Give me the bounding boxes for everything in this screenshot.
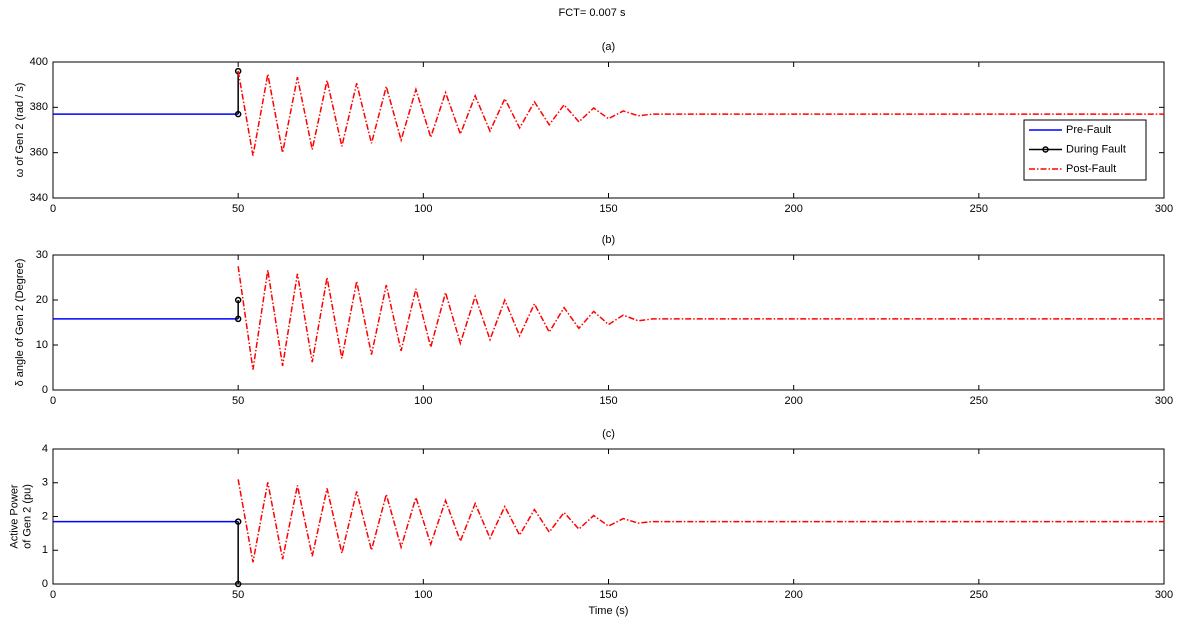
axes-frame xyxy=(52,254,1165,391)
subplot-title: (b) xyxy=(602,234,615,246)
x-tick-label: 250 xyxy=(970,395,988,407)
y-tick-label: 0 xyxy=(42,384,48,396)
x-tick-label: 0 xyxy=(50,589,56,601)
x-tick-label: 250 xyxy=(970,203,988,215)
x-tick-label: 150 xyxy=(599,203,617,215)
figure-title: FCT= 0.007 s xyxy=(559,7,626,19)
x-tick-label: 100 xyxy=(414,203,432,215)
series-line xyxy=(237,479,1164,563)
y-tick-label: 400 xyxy=(30,56,48,68)
legend: Pre-Fault During Fault Post-Fault xyxy=(1023,119,1147,181)
y-tick-label: 0 xyxy=(42,578,48,590)
series-marker xyxy=(234,580,242,588)
x-tick-label: 100 xyxy=(414,589,432,601)
y-tick-label: 1 xyxy=(42,544,48,556)
y-tick-label: 4 xyxy=(42,443,48,455)
x-tick-label: 50 xyxy=(232,589,244,601)
x-tick-label: 250 xyxy=(970,589,988,601)
y-tick-label: 360 xyxy=(30,147,48,159)
x-tick-label: 300 xyxy=(1155,589,1173,601)
subplot-title: (a) xyxy=(602,41,615,53)
x-tick-label: 50 xyxy=(232,203,244,215)
series-line xyxy=(237,266,1164,370)
x-tick-label: 300 xyxy=(1155,203,1173,215)
y-tick-label: 10 xyxy=(36,339,48,351)
legend-marker xyxy=(1042,146,1049,153)
series-marker xyxy=(234,315,242,323)
series-marker xyxy=(234,296,242,304)
x-tick-label: 300 xyxy=(1155,395,1173,407)
y-tick-label: 380 xyxy=(30,101,48,113)
x-tick-label: 0 xyxy=(50,395,56,407)
x-tick-label: 100 xyxy=(414,395,432,407)
y-axis-label: Active Power xyxy=(8,484,20,549)
x-tick-label: 150 xyxy=(599,589,617,601)
y-tick-label: 340 xyxy=(30,192,48,204)
x-tick-label: 50 xyxy=(232,395,244,407)
axes-frame xyxy=(52,448,1165,585)
x-tick-label: 150 xyxy=(599,395,617,407)
axes-frame xyxy=(52,61,1165,199)
legend-label: Post-Fault xyxy=(1066,163,1116,175)
x-tick-label: 200 xyxy=(784,589,802,601)
y-tick-label: 20 xyxy=(36,294,48,306)
x-axis-label: Time (s) xyxy=(589,605,629,617)
y-tick-label: 2 xyxy=(42,510,48,522)
x-tick-label: 0 xyxy=(50,203,56,215)
legend-label: During Fault xyxy=(1066,143,1126,155)
y-axis-label: δ angle of Gen 2 (Degree) xyxy=(14,259,26,387)
series-marker xyxy=(234,518,242,525)
y-axis-label: of Gen 2 (pu) xyxy=(21,484,33,549)
x-tick-label: 200 xyxy=(784,395,802,407)
legend-label: Pre-Fault xyxy=(1066,124,1111,136)
y-tick-label: 3 xyxy=(42,477,48,489)
x-tick-label: 200 xyxy=(784,203,802,215)
subplot-title: (c) xyxy=(602,428,615,440)
y-tick-label: 30 xyxy=(36,249,48,261)
series-marker xyxy=(234,110,242,118)
y-axis-label: ω of Gen 2 (rad / s) xyxy=(14,83,26,178)
